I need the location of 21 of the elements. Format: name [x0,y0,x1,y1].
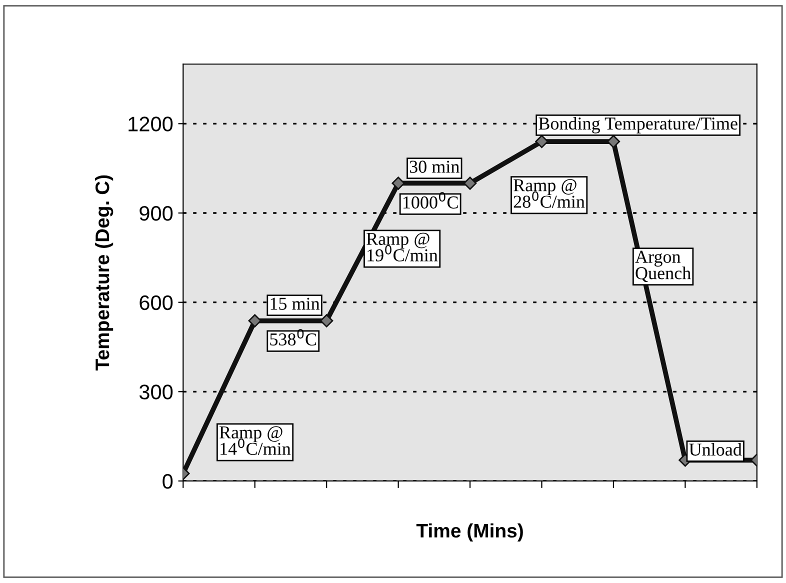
annotation: 30 min [410,160,460,173]
y-tick-label: 600 [140,295,173,310]
annotation: 15 min [270,298,320,310]
point [392,176,405,190]
point [248,314,262,328]
annotation: Ramp @ 28$^{0}$C/min [514,179,585,208]
point [535,134,548,148]
y-tick-label: 300 [139,384,173,400]
y-axis-title: Temperature (Deg. C) [94,175,114,370]
point [463,176,477,190]
annotation: Bonding Temperature/Time [538,116,738,134]
annotation: Unload [689,443,742,456]
annotation: Argon Quench [635,250,691,282]
point [320,314,334,328]
y-tick-label: 1200 [128,116,173,132]
point [606,134,620,148]
annotation: Ramp @ 14$^{0}$C/min [220,426,291,455]
x-axis-title: Time (Mins) [416,523,523,542]
annotation: Ramp @ 19$^{0}$C/min [366,232,438,262]
y-tick-label: 900 [140,206,173,221]
y-tick-label: 0 [162,474,173,489]
